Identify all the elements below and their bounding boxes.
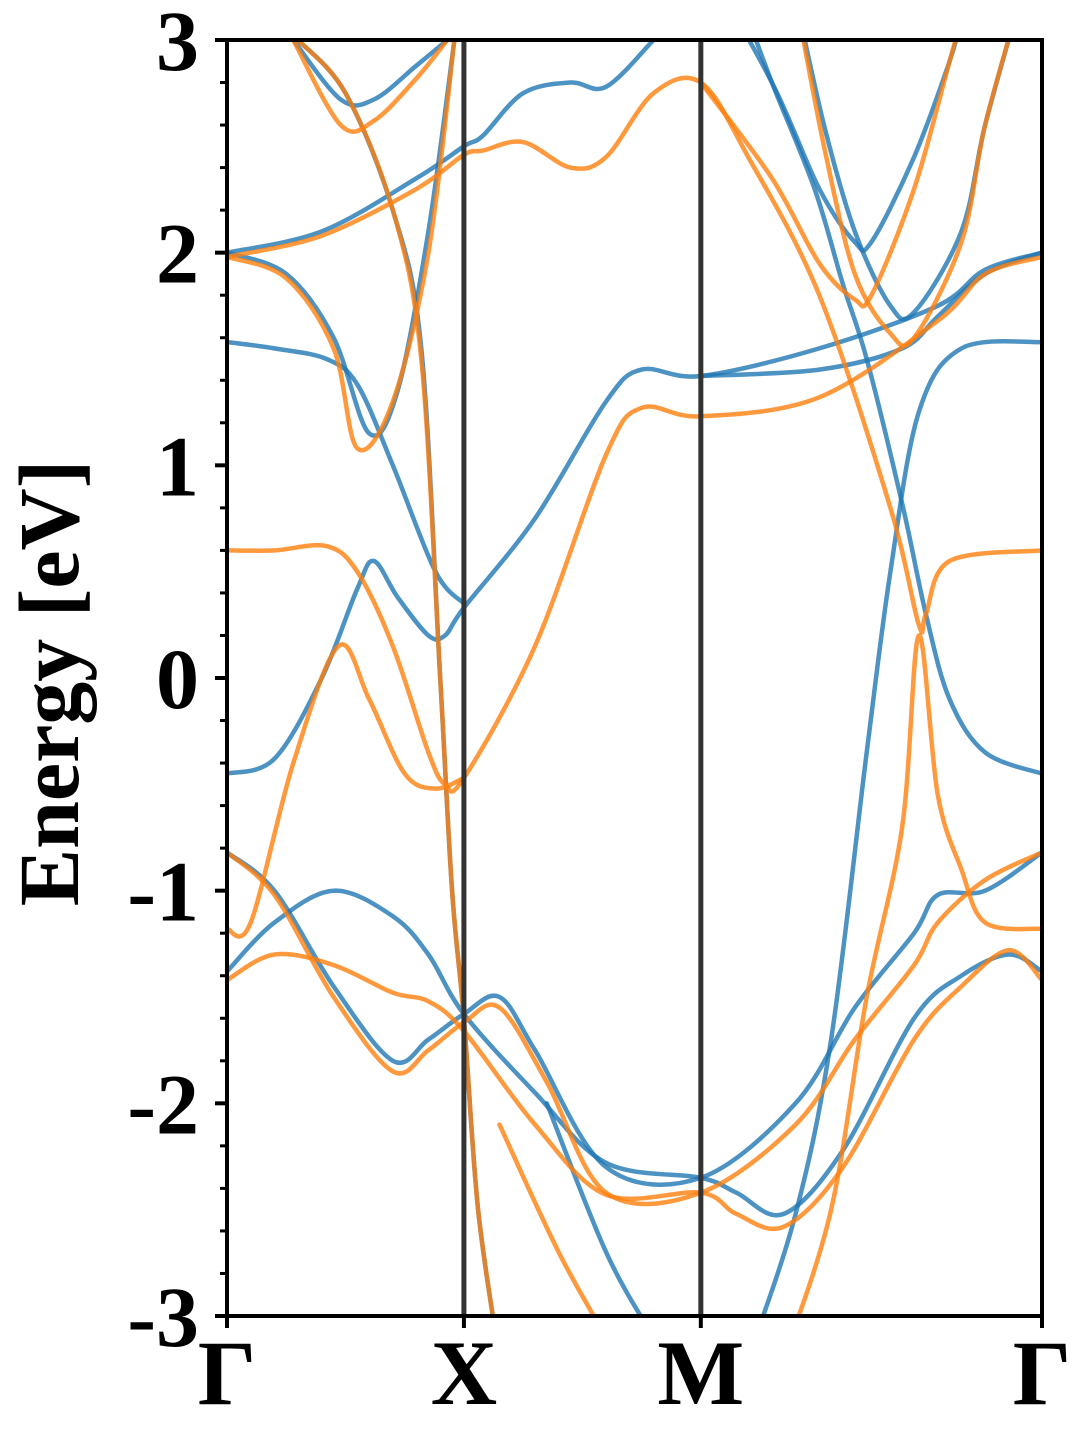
band-line-series-0-band-2 [227,850,1042,1187]
band-line-series-1-band-11 [801,40,1011,349]
y-tick-label: 3 [156,0,199,89]
band-line-series-1-band-9 [796,633,1042,1316]
band-line-series-1-band-5 [227,75,1042,635]
band-line-series-1-band-4 [227,40,457,453]
y-tick-label: 1 [156,418,199,514]
band-line-series-1-band-10 [698,40,958,309]
x-tick-label: X [431,1322,497,1424]
band-line-series-1-band-1 [227,947,1042,1232]
band-line-series-0-band-5 [227,40,656,255]
band-line-series-0-band-6 [291,40,450,108]
band-lines [227,40,1042,1316]
y-tick-label: -2 [127,1056,199,1152]
x-tick-label: Γ [1013,1322,1072,1424]
band-line-series-0-band-8 [544,1101,644,1316]
band-line-series-1-band-2 [227,850,1042,1207]
band-line-series-0-band-12 [746,40,959,253]
band-line-series-1-band-3 [227,642,467,939]
band-line-series-1-band-7 [295,40,496,1316]
x-tick-label: Γ [198,1322,257,1424]
band-line-series-1-band-0 [227,254,1042,794]
x-tick-label: M [657,1322,744,1424]
y-tick-label: 0 [156,631,199,727]
band-line-series-1-band-8 [497,1122,597,1316]
y-axis-label: Energy [eV] [1,460,97,907]
y-tick-label: -3 [127,1269,199,1365]
y-axis-ticks: 3 2 1 0 -1 -2 -3 [127,0,227,1365]
y-tick-label: 2 [156,206,199,302]
y-tick-label: -1 [127,844,199,940]
high-symmetry-lines [461,40,704,1316]
band-line-series-0-band-1 [227,888,1042,1218]
band-line-series-0-band-10 [760,338,1042,1316]
band-line-series-1-band-6 [291,40,450,134]
plot-frame [225,38,1044,1318]
